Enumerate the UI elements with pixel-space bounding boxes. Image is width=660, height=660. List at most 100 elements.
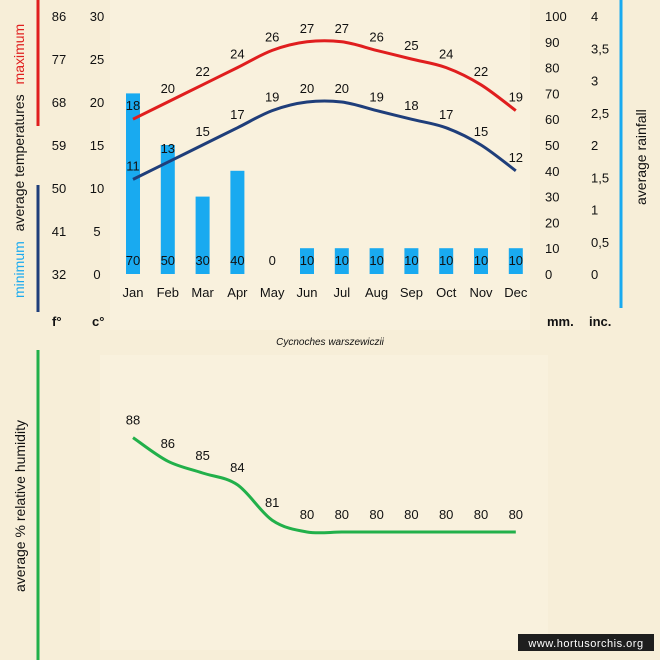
mm-tick: 0 [545, 267, 552, 282]
mm-tick: 100 [545, 9, 567, 24]
month-tick: Feb [157, 285, 179, 300]
maximum-value-label: 24 [439, 47, 453, 62]
mm-tick: 60 [545, 112, 559, 127]
minimum-value-label: 17 [230, 107, 244, 122]
watermark[interactable]: www.hortusorchis.org [527, 638, 643, 650]
maximum-value-label: 27 [335, 21, 349, 36]
rainfall-value-label: 30 [195, 253, 209, 268]
month-tick: Oct [436, 285, 457, 300]
temperature-rain-panel [110, 0, 530, 330]
maximum-value-label: 22 [195, 64, 209, 79]
watermark-background [518, 634, 654, 651]
minimum-value-label: 18 [404, 98, 418, 113]
celsius-tick: 30 [90, 9, 104, 24]
humidity-value-label: 80 [335, 507, 349, 522]
inches-tick: 1 [591, 203, 598, 218]
maximum-value-label: 22 [474, 64, 488, 79]
maximum-value-label: 19 [509, 90, 523, 105]
humidity-value-label: 80 [369, 507, 383, 522]
fahrenheit-tick: 32 [52, 267, 66, 282]
fahrenheit-tick: 68 [52, 95, 66, 110]
maximum-value-label: 24 [230, 47, 244, 62]
month-tick: Jul [333, 285, 350, 300]
mm-tick: 80 [545, 61, 559, 76]
maximum-value-label: 26 [265, 29, 279, 44]
rainfall-value-label: 10 [300, 253, 314, 268]
celsius-tick: 25 [90, 52, 104, 67]
rainfall-value-label: 10 [404, 253, 418, 268]
rainfall-bar [300, 248, 314, 274]
minimum-value-label: 20 [300, 81, 314, 96]
fahrenheit-tick: 86 [52, 9, 66, 24]
inches-tick: 0 [591, 267, 598, 282]
celsius-tick: 15 [90, 138, 104, 153]
celsius-unit: c° [92, 314, 104, 329]
rainfall-value-label: 70 [126, 253, 140, 268]
humidity-series: 88 86 85 84 81 80 80 80 80 80 80 80 [126, 413, 523, 535]
mm-tick: 70 [545, 86, 559, 101]
month-tick: Dec [504, 285, 528, 300]
inches-tick: 1,5 [591, 170, 609, 185]
humidity-axis-title: average % relative humidity [12, 420, 28, 592]
minimum-value-label: 15 [474, 124, 488, 139]
rainfall-bar [369, 248, 384, 274]
rainfall-bars [126, 93, 523, 275]
maximum-value-label: 25 [404, 38, 418, 53]
celsius-tick: 5 [93, 224, 100, 239]
rainfall-bar [404, 248, 419, 274]
minimum-value-label: 17 [439, 107, 453, 122]
inches-tick: 0,5 [591, 235, 609, 250]
humidity-value-label: 85 [195, 448, 209, 463]
mm-tick: 90 [545, 35, 559, 50]
rainfall-value-label: 0 [269, 253, 276, 268]
minimum-value-label: 13 [161, 141, 175, 156]
mm-tick: 20 [545, 215, 559, 230]
humidity-panel [100, 355, 548, 650]
rainfall-bar [160, 145, 175, 274]
inches-tick: 3 [591, 74, 598, 89]
species-caption: Cycnoches warszewiczii [276, 337, 385, 348]
minimum-value-label: 19 [369, 90, 383, 105]
minimum-value-label: 11 [126, 158, 140, 173]
minimum-line [132, 99, 517, 181]
humidity-value-label: 80 [474, 507, 488, 522]
rainfall-bar [126, 93, 140, 275]
month-tick: Nov [469, 285, 493, 300]
fahrenheit-unit: f° [52, 314, 62, 329]
month-tick: Jan [123, 285, 144, 300]
maximum-line [132, 39, 517, 121]
inches-tick: 2,5 [591, 106, 609, 121]
rainfall-bar [439, 248, 454, 274]
mm-tick: 30 [545, 190, 559, 205]
rainfall-bar [230, 170, 245, 274]
rainfall-value-label: 50 [161, 253, 175, 268]
rainfall-bar [474, 248, 488, 274]
temperature-lines [132, 39, 517, 181]
month-tick: Jun [297, 285, 318, 300]
maximum-word: maximum [11, 24, 27, 85]
maximum-value-label: 18 [126, 98, 140, 113]
mm-tick: 10 [545, 241, 559, 256]
rainfall-value-label: 10 [335, 253, 349, 268]
humidity-value-label: 80 [439, 507, 453, 522]
rainfall-value-label: 10 [509, 253, 523, 268]
celsius-tick: 0 [93, 267, 100, 282]
minimum-word: minimum [11, 241, 27, 298]
right-axis-title: average rainfall [633, 109, 649, 205]
rainfall-bar [195, 196, 210, 274]
axis-ticks: 3241505968778605101520253001020304050607… [52, 9, 609, 300]
maximum-value-label: 26 [369, 29, 383, 44]
fahrenheit-tick: 41 [52, 224, 66, 239]
humidity-value-label: 80 [509, 507, 523, 522]
mm-tick: 50 [545, 138, 559, 153]
humidity-value-label: 80 [300, 507, 314, 522]
rainfall-value-label: 10 [474, 253, 488, 268]
humidity-value-label: 81 [265, 495, 279, 510]
humidity-value-label: 80 [404, 507, 418, 522]
mm-unit: mm. [547, 314, 574, 329]
mm-tick: 40 [545, 164, 559, 179]
humidity-line [132, 436, 516, 535]
celsius-tick: 20 [90, 95, 104, 110]
average-temperatures-word: average temperatures [11, 94, 27, 231]
